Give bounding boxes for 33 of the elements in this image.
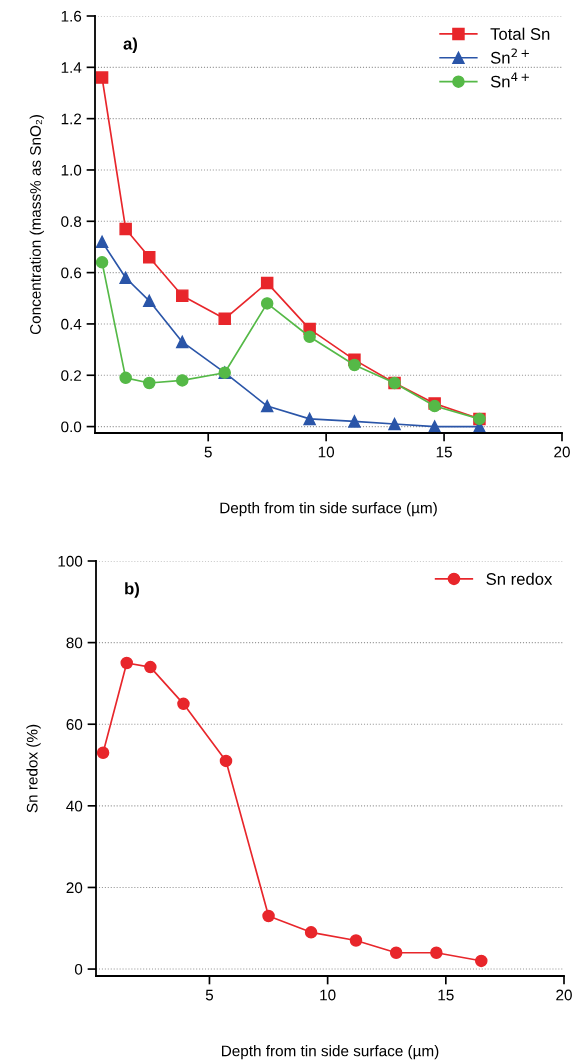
x-axis-title: Depth from tin side surface (µm) — [220, 502, 437, 517]
annotation: b) — [125, 582, 139, 598]
y-tick-label: 80 — [66, 637, 83, 649]
y-tick-label: 100 — [58, 555, 83, 567]
x-tick-label: 5 — [205, 989, 214, 1001]
legend-label: Sn$^{2+}$ — [490, 48, 529, 64]
x-tick-label: 10 — [320, 989, 336, 1001]
y-tick-label: 0.4 — [61, 318, 82, 330]
annotation: a) — [123, 37, 138, 53]
y-axis-title: Sn redox (%) — [26, 724, 41, 813]
y-tick-label: 0.2 — [61, 370, 82, 381]
y-tick-label: 20 — [66, 882, 83, 894]
legend-label: Sn$^{4+}$ — [490, 72, 529, 88]
y-tick-label: 0.8 — [61, 216, 82, 227]
legend-label: Total Sn — [490, 27, 550, 40]
y-tick-label: 40 — [66, 800, 83, 812]
y-tick-label: 0.0 — [61, 421, 82, 433]
x-tick-label: 20 — [556, 989, 572, 1001]
y-axis-title: Concentration (mass% as SnO₂) — [29, 115, 44, 335]
y-tick-label: 0.6 — [61, 267, 82, 279]
y-tick-label: 1.6 — [61, 10, 82, 22]
x-axis-title: Depth from tin side surface (µm) — [222, 1045, 439, 1060]
legend-label: Sn redox — [486, 572, 553, 585]
x-tick-label: 10 — [318, 446, 335, 458]
x-tick-label: 5 — [204, 446, 212, 458]
y-tick-label: 1.4 — [61, 62, 82, 73]
y-tick-label: 1.0 — [61, 164, 82, 176]
x-tick-label: 20 — [554, 446, 570, 458]
y-tick-label: 60 — [66, 719, 83, 730]
x-tick-label: 15 — [438, 989, 454, 1001]
x-tick-label: 15 — [436, 446, 452, 458]
y-tick-label: 1.2 — [61, 113, 82, 125]
y-tick-label: 0 — [74, 963, 83, 975]
